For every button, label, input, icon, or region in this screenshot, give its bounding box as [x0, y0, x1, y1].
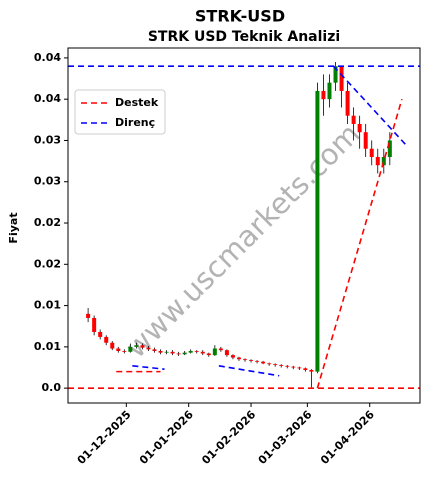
- candle-body: [381, 156, 386, 166]
- candle-body: [309, 369, 314, 372]
- candle-body: [339, 66, 344, 91]
- candle-body: [236, 357, 241, 360]
- legend-label: Direnç: [115, 116, 155, 129]
- candle-body: [345, 90, 350, 116]
- candle-body: [92, 317, 97, 332]
- y-tick-label: 0.02: [34, 216, 61, 229]
- candle-body: [200, 351, 205, 354]
- y-tick-label: 0.04: [34, 51, 61, 64]
- candle-body: [206, 353, 211, 356]
- candle-body: [212, 348, 217, 356]
- candle-body: [152, 349, 157, 351]
- candle-body: [351, 115, 356, 124]
- candle-body: [321, 90, 326, 100]
- candle-body: [249, 360, 254, 361]
- candle-body: [279, 365, 284, 366]
- legend-box: [74, 89, 166, 135]
- trend-line: [316, 98, 403, 389]
- y-tick-label: 0.01: [34, 340, 61, 353]
- candle-body: [110, 342, 115, 349]
- candle-body: [375, 156, 380, 166]
- candle-body: [122, 350, 127, 352]
- candle-body: [315, 90, 320, 372]
- y-tick-label: 0.04: [34, 92, 61, 105]
- y-tick-label: 0.01: [34, 299, 61, 312]
- y-tick-label: 0.03: [34, 133, 61, 146]
- candle-body: [261, 361, 266, 364]
- candle-body: [297, 367, 302, 369]
- candle-body: [218, 348, 223, 351]
- legend-label: Destek: [115, 96, 159, 109]
- candle-body: [255, 360, 260, 362]
- candle-body: [104, 336, 109, 343]
- candle-body: [243, 359, 248, 361]
- candle-body: [188, 350, 193, 353]
- y-axis-label: Fiyat: [7, 212, 20, 243]
- candle-body: [291, 366, 296, 368]
- candle-body: [327, 82, 332, 100]
- plot: [68, 62, 420, 389]
- trend-line: [332, 65, 409, 148]
- candle-body: [230, 355, 235, 358]
- y-tick-label: 0.0: [42, 381, 62, 394]
- candle-body: [140, 345, 145, 348]
- candle-body: [224, 350, 229, 356]
- candle-body: [98, 332, 103, 337]
- trend-line: [132, 365, 165, 370]
- candle-body: [273, 364, 278, 366]
- candle-body: [194, 350, 199, 352]
- candle-body: [357, 123, 362, 133]
- candle-body: [86, 313, 91, 318]
- candle-body: [387, 140, 392, 157]
- candle-body: [116, 348, 121, 351]
- candle-body: [182, 352, 187, 355]
- y-tick-label: 0.03: [34, 175, 61, 188]
- candle-body: [134, 345, 139, 347]
- candle-body: [170, 351, 175, 354]
- candle-body: [285, 365, 290, 367]
- trend-line: [218, 365, 280, 377]
- candle-body: [164, 351, 169, 353]
- candle-body: [176, 353, 181, 355]
- chart-title: STRK-USD: [195, 7, 285, 26]
- candle-body: [369, 148, 374, 157]
- plot-frame: [67, 47, 421, 404]
- candle-body: [267, 363, 272, 365]
- candle-body: [158, 350, 163, 353]
- chart-subtitle: STRK USD Teknik Analizi: [148, 29, 340, 45]
- candle-body: [128, 346, 133, 352]
- candle-body: [146, 347, 151, 350]
- y-tick-label: 0.02: [34, 257, 61, 270]
- candle-body: [333, 66, 338, 83]
- candle-body: [363, 132, 368, 149]
- candle-body: [303, 368, 308, 370]
